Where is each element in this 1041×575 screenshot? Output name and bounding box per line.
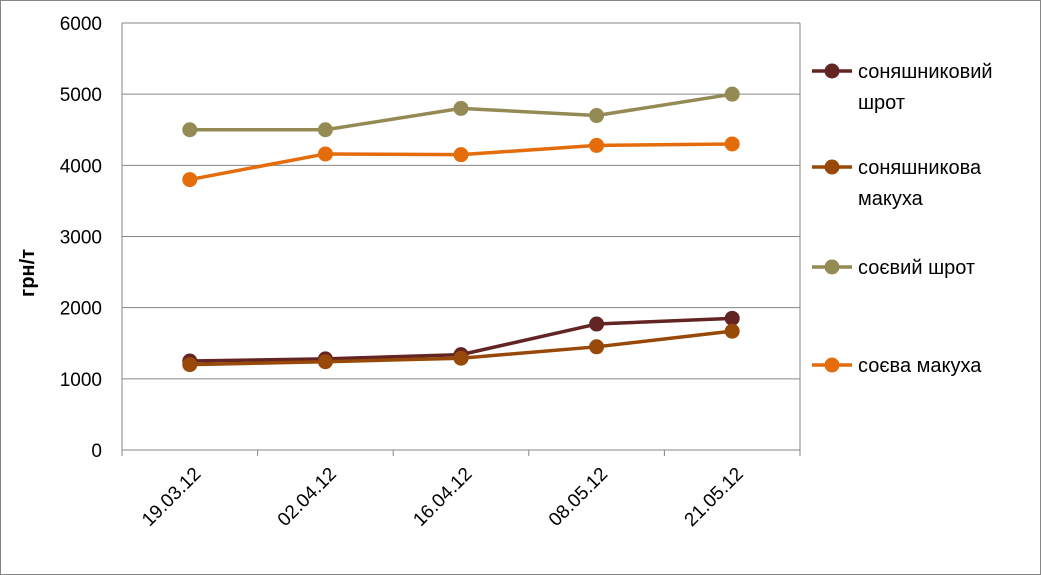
legend-swatch-marker-3: [824, 357, 840, 373]
legend: соняшниковий шрот соняшникова макуха соєвий …: [812, 61, 993, 377]
data-point-3-0: [182, 172, 198, 188]
data-point-3-4: [724, 136, 740, 152]
series-lines: [182, 86, 740, 373]
y-axis-label: грн/т: [17, 249, 39, 297]
data-point-3-3: [589, 137, 605, 153]
legend-entry-2: соєвий шрот: [812, 257, 975, 279]
legend-swatch-marker-1: [824, 159, 840, 175]
legend-label-2-0: соєвий шрот: [858, 257, 975, 279]
legend-entry-0: соняшниковий шрот: [812, 61, 993, 114]
x-tick-label-3: 08.05.12: [545, 464, 612, 531]
legend-label-0-0: соняшниковий: [858, 61, 993, 83]
legend-label-3-0: соєва макуха: [858, 355, 982, 377]
legend-swatch-marker-2: [824, 259, 840, 275]
x-axis-ticks: 19.03.12 02.04.12 16.04.12 08.05.12 21.05.12: [138, 464, 748, 531]
data-point-2-2: [453, 100, 469, 116]
data-point-1-1: [317, 354, 333, 370]
data-point-0-3: [589, 316, 605, 332]
data-point-2-4: [724, 86, 740, 102]
x-tick-label-1: 02.04.12: [274, 464, 341, 531]
data-point-1-3: [589, 339, 605, 355]
data-point-1-2: [453, 350, 469, 366]
data-point-2-3: [589, 108, 605, 124]
series-2: [182, 86, 740, 138]
y-tick-label-3: 3000: [60, 228, 102, 249]
y-tick-label-1: 1000: [60, 370, 102, 391]
legend-label-0-1: шрот: [858, 92, 905, 114]
x-tick-label-2: 16.04.12: [409, 464, 476, 531]
series-3: [182, 136, 740, 188]
series-1: [182, 323, 740, 373]
y-tick-label-5: 5000: [60, 85, 102, 106]
y-tick-label-6: 6000: [60, 14, 102, 35]
legend-entry-3: соєва макуха: [812, 355, 982, 377]
y-tick-label-4: 4000: [60, 156, 102, 177]
data-point-3-1: [317, 146, 333, 162]
data-point-0-4: [724, 310, 740, 326]
gridlines: [121, 22, 801, 456]
legend-label-1-1: макуха: [858, 188, 924, 210]
y-axis-ticks: 0 1000 2000 3000 4000 5000 6000: [60, 14, 102, 462]
data-point-2-1: [317, 122, 333, 138]
y-tick-label-2: 2000: [60, 299, 102, 320]
legend-label-1-0: соняшникова: [858, 157, 982, 179]
data-point-2-0: [182, 122, 198, 138]
x-tick-label-4: 21.05.12: [681, 464, 748, 531]
data-point-1-0: [182, 357, 198, 373]
data-point-1-4: [724, 323, 740, 339]
x-tick-label-0: 19.03.12: [138, 464, 205, 531]
y-tick-label-0: 0: [91, 441, 102, 462]
legend-entry-1: соняшникова макуха: [812, 157, 982, 210]
data-point-3-2: [453, 147, 469, 163]
legend-swatch-marker-0: [824, 63, 840, 79]
